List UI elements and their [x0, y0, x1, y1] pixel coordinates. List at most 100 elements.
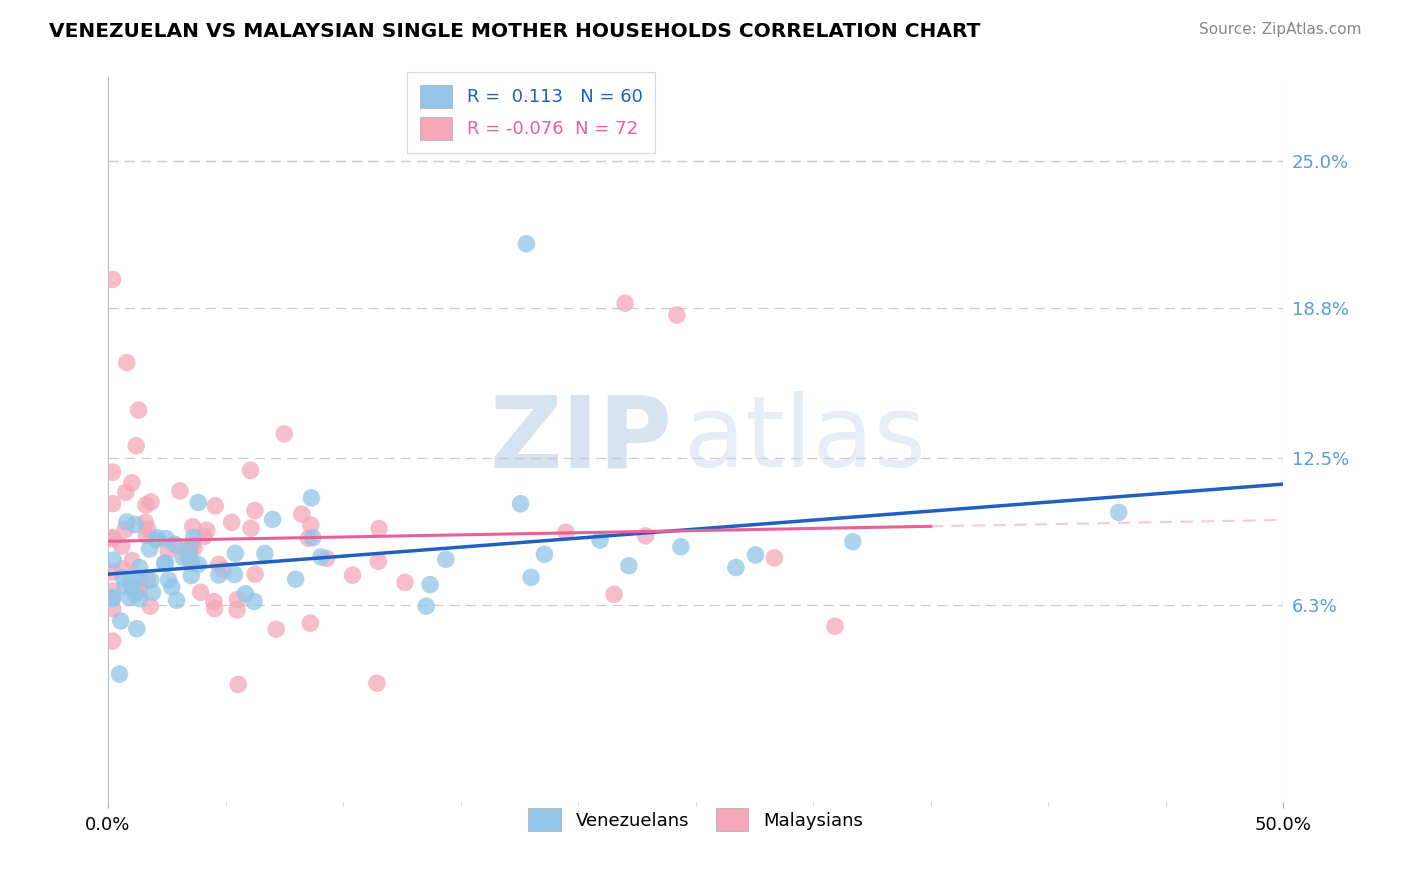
Point	[193, 529, 215, 543]
Point	[665, 308, 688, 322]
Point	[180, 556, 202, 570]
Point	[273, 426, 295, 441]
Point	[243, 503, 266, 517]
Point	[118, 591, 141, 605]
Point	[124, 587, 146, 601]
Point	[212, 563, 235, 577]
Point	[141, 585, 163, 599]
Point	[187, 558, 209, 572]
Point	[128, 560, 150, 574]
Point	[368, 521, 391, 535]
Point	[614, 296, 637, 310]
Point	[366, 676, 388, 690]
Point	[101, 565, 124, 579]
Point	[114, 523, 136, 537]
Point	[226, 592, 249, 607]
Point	[110, 614, 132, 628]
Point	[108, 667, 131, 681]
Point	[515, 236, 537, 251]
Point	[299, 616, 322, 631]
Point	[669, 540, 692, 554]
Point	[824, 619, 846, 633]
Point	[169, 483, 191, 498]
Point	[128, 584, 150, 599]
Point	[208, 568, 231, 582]
Point	[146, 531, 169, 545]
Point	[183, 531, 205, 545]
Text: atlas: atlas	[683, 392, 925, 488]
Point	[101, 272, 124, 286]
Point	[509, 497, 531, 511]
Point	[763, 550, 786, 565]
Point	[243, 567, 266, 582]
Point	[240, 521, 263, 535]
Point	[226, 677, 249, 691]
Point	[111, 539, 134, 553]
Point	[204, 499, 226, 513]
Point	[419, 577, 441, 591]
Point	[166, 593, 188, 607]
Point	[842, 534, 865, 549]
Point	[179, 541, 201, 555]
Point	[115, 515, 138, 529]
Point	[120, 576, 142, 591]
Point	[114, 580, 136, 594]
Point	[138, 541, 160, 556]
Point	[166, 539, 188, 553]
Point	[145, 533, 167, 547]
Point	[135, 498, 157, 512]
Point	[634, 529, 657, 543]
Point	[128, 580, 150, 594]
Point	[208, 558, 231, 572]
Text: Source: ZipAtlas.com: Source: ZipAtlas.com	[1198, 22, 1361, 37]
Point	[101, 634, 124, 648]
Point	[589, 533, 612, 547]
Point	[309, 549, 332, 564]
Point	[101, 583, 124, 598]
Point	[134, 516, 156, 530]
Point	[617, 558, 640, 573]
Point	[195, 523, 218, 537]
Point	[101, 465, 124, 479]
Point	[163, 537, 186, 551]
Point	[135, 574, 157, 588]
Point	[177, 550, 200, 565]
Point	[101, 497, 124, 511]
Point	[190, 585, 212, 599]
Point	[233, 587, 256, 601]
Point	[112, 571, 135, 585]
Point	[315, 551, 337, 566]
Point	[181, 520, 204, 534]
Point	[180, 568, 202, 582]
Point	[155, 532, 177, 546]
Point	[125, 439, 148, 453]
Point	[121, 475, 143, 490]
Point	[533, 547, 555, 561]
Point	[394, 575, 416, 590]
Point	[204, 601, 226, 615]
Point	[135, 528, 157, 542]
Point	[157, 573, 180, 587]
Point	[301, 491, 323, 505]
Point	[342, 568, 364, 582]
Point	[155, 556, 177, 570]
Point	[111, 562, 134, 576]
Point	[221, 516, 243, 530]
Point	[180, 554, 202, 568]
Point	[181, 538, 204, 552]
Point	[121, 553, 143, 567]
Point	[157, 544, 180, 558]
Point	[291, 507, 314, 521]
Point	[183, 541, 205, 556]
Point	[239, 463, 262, 477]
Point	[603, 587, 626, 601]
Point	[101, 591, 124, 606]
Point	[226, 603, 249, 617]
Text: ZIP: ZIP	[489, 392, 672, 488]
Point	[128, 591, 150, 606]
Point	[120, 580, 142, 594]
Point	[136, 522, 159, 536]
Point	[124, 517, 146, 532]
Point	[1108, 505, 1130, 519]
Point	[744, 548, 766, 562]
